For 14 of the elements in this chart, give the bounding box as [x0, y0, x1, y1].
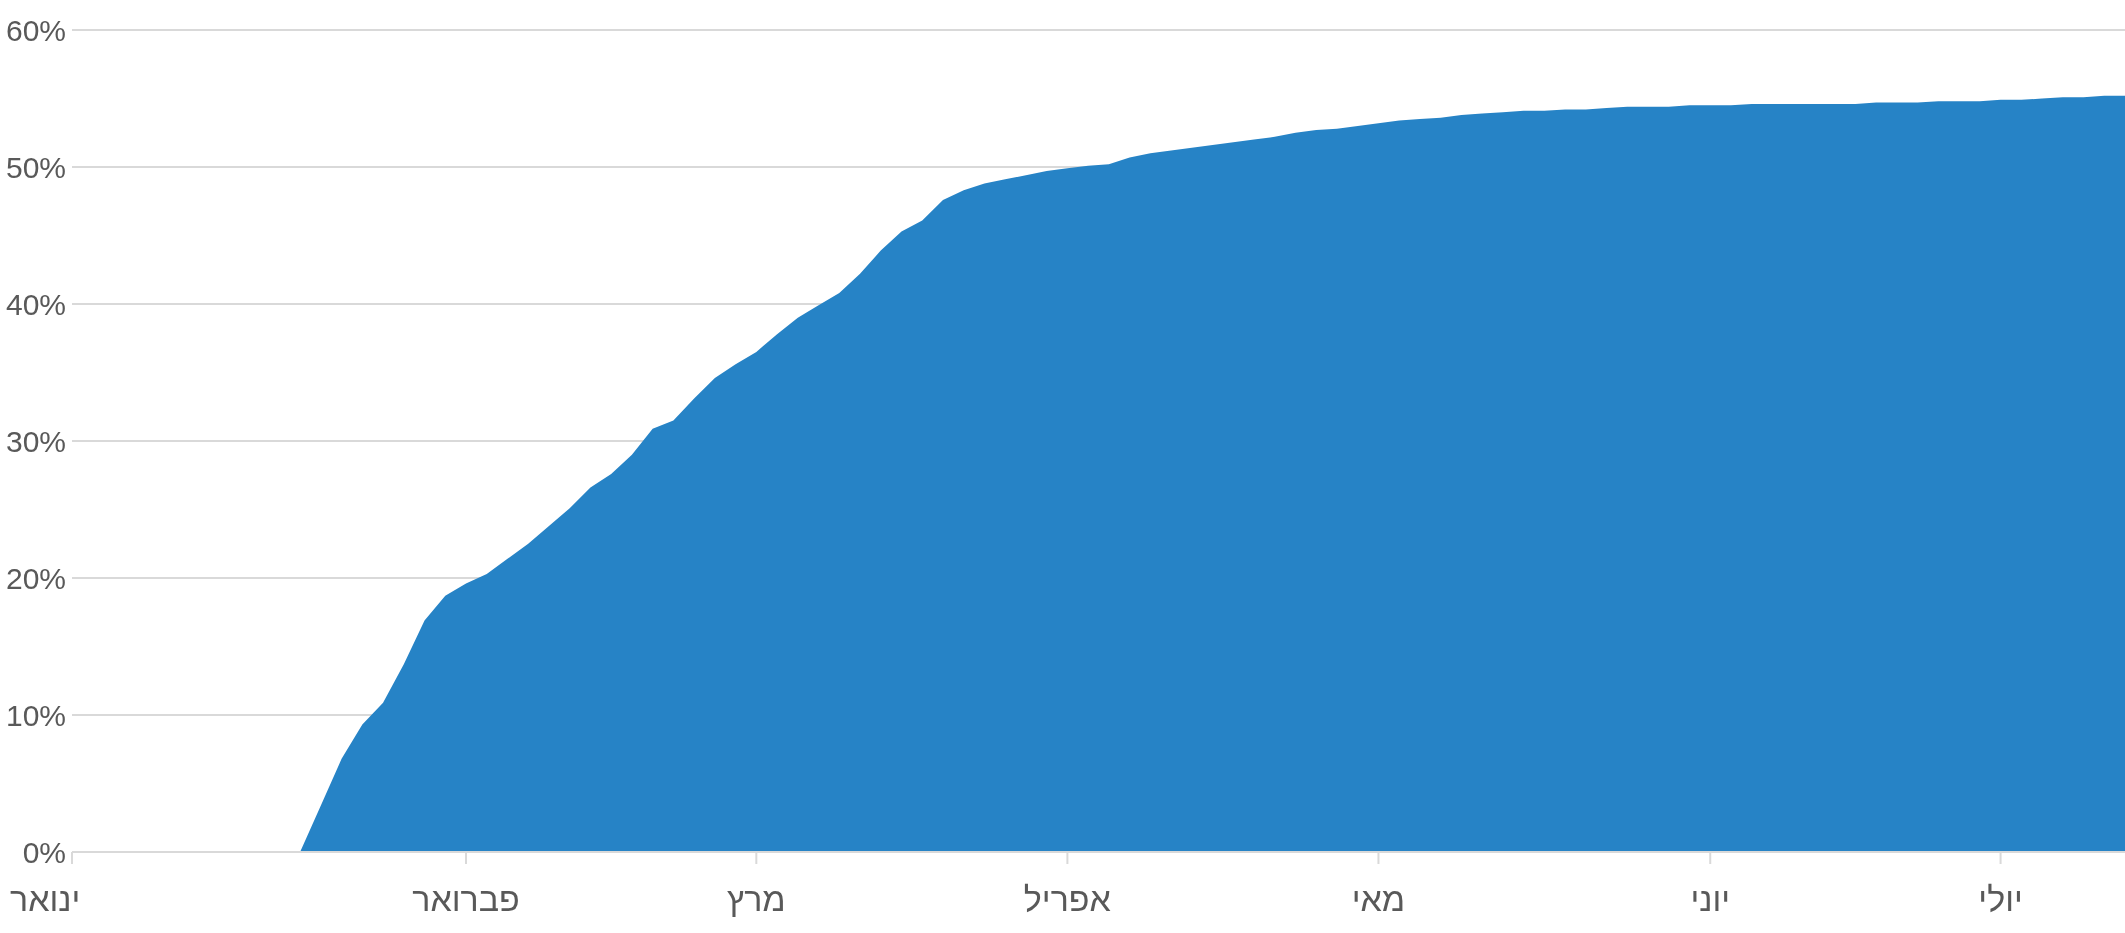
- y-tick-label: 60%: [5, 13, 66, 47]
- y-tick-label: 50%: [5, 150, 66, 184]
- x-tick-label: מרץ: [727, 880, 786, 918]
- x-tick-label: ינואר: [10, 880, 81, 918]
- x-tick-label: יוני: [1690, 880, 1731, 918]
- y-tick-label: 40%: [5, 287, 66, 321]
- y-tick-label: 10%: [5, 698, 66, 732]
- y-tick-label: 30%: [5, 424, 66, 458]
- y-tick-label: 20%: [5, 561, 66, 595]
- x-tick-label: מאי: [1351, 880, 1406, 918]
- x-tick-label: יולי: [1978, 880, 2023, 918]
- x-tick-label: אפריל: [1023, 880, 1111, 918]
- x-tick-label: פברואר: [412, 880, 520, 918]
- y-tick-label: 0%: [22, 835, 66, 869]
